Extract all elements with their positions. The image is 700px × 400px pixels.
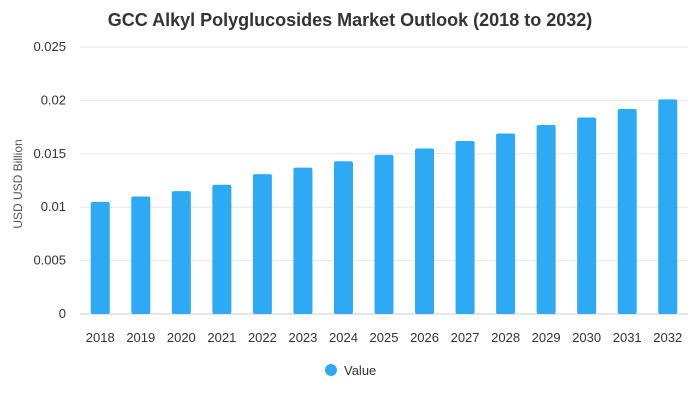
x-axis-ticks: 2018 2019 2020 2021 2022 2023 2024 2025 2026 2027… <box>86 330 682 345</box>
bar-2022[interactable] <box>252 174 272 314</box>
x-tick-label: 2025 <box>370 330 399 345</box>
bar-2021[interactable] <box>212 184 232 314</box>
y-tick-label: 0.015 <box>33 146 66 161</box>
bar-2019[interactable] <box>131 196 151 314</box>
x-tick-label: 2022 <box>248 330 277 345</box>
x-tick-label: 2031 <box>613 330 642 345</box>
bar-2025[interactable] <box>374 154 394 314</box>
bar-2020[interactable] <box>171 191 191 314</box>
bar-2018[interactable] <box>90 201 110 314</box>
bar-2031[interactable] <box>617 108 637 314</box>
y-tick-label: 0.025 <box>33 39 66 54</box>
bar-2026[interactable] <box>415 148 435 314</box>
bar-2032[interactable] <box>658 99 678 314</box>
x-tick-label: 2023 <box>288 330 317 345</box>
legend-swatch <box>325 364 337 376</box>
x-tick-label: 2026 <box>410 330 439 345</box>
chart-title: GCC Alkyl Polyglucosides Market Outlook … <box>108 10 592 30</box>
bar-2029[interactable] <box>536 124 556 315</box>
y-axis-title: USD USD Billion <box>11 139 25 228</box>
x-tick-label: 2027 <box>451 330 480 345</box>
y-tick-label: 0.01 <box>41 199 66 214</box>
bar-2030[interactable] <box>577 117 597 314</box>
y-tick-label: 0.02 <box>41 92 66 107</box>
x-tick-label: 2019 <box>126 330 155 345</box>
x-tick-label: 2028 <box>491 330 520 345</box>
legend[interactable]: Value <box>325 363 376 378</box>
y-tick-label: 0 <box>59 306 66 321</box>
y-axis-ticks: 0 0.005 0.01 0.015 0.02 0.025 <box>33 39 66 321</box>
bars <box>90 99 678 315</box>
bar-2027[interactable] <box>455 140 475 314</box>
x-tick-label: 2032 <box>653 330 682 345</box>
bar-2028[interactable] <box>496 133 516 314</box>
x-tick-label: 2024 <box>329 330 358 345</box>
x-tick-label: 2018 <box>86 330 115 345</box>
bar-2024[interactable] <box>333 161 353 314</box>
x-tick-label: 2030 <box>572 330 601 345</box>
x-tick-label: 2021 <box>207 330 236 345</box>
legend-label: Value <box>344 363 376 378</box>
x-tick-label: 2020 <box>167 330 196 345</box>
bar-2023[interactable] <box>293 167 313 314</box>
x-tick-label: 2029 <box>532 330 561 345</box>
y-tick-label: 0.005 <box>33 253 66 268</box>
